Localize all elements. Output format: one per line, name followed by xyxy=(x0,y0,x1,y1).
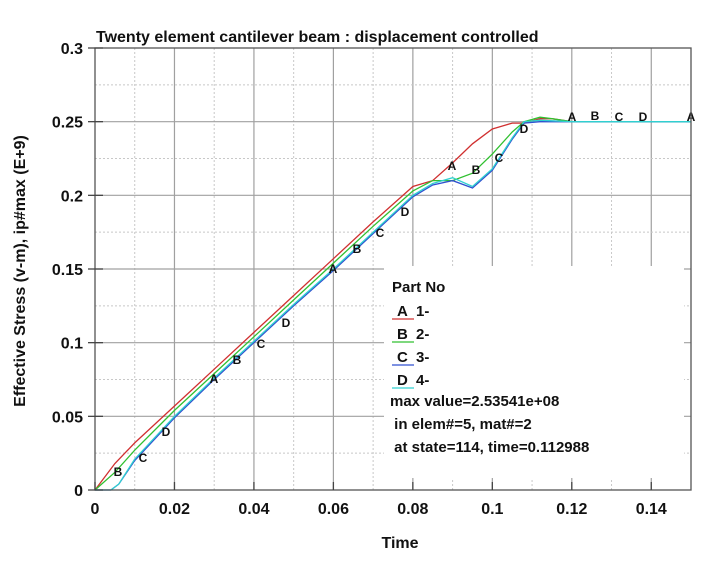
y-tick-label: 0 xyxy=(74,483,83,500)
series-marker-a: A xyxy=(568,110,577,124)
series-marker-b: B xyxy=(591,109,600,123)
series-marker-d: D xyxy=(162,425,171,439)
series-marker-d: D xyxy=(520,122,529,136)
series-marker-d: D xyxy=(282,316,291,330)
series-marker-b: B xyxy=(472,163,481,177)
y-axis-label: Effective Stress (v-m), ip#max (E+9) xyxy=(12,135,29,407)
series-marker-b: B xyxy=(353,242,362,256)
x-tick-label: 0.08 xyxy=(397,501,428,518)
x-tick-label: 0.1 xyxy=(481,501,503,518)
series-marker-c: C xyxy=(257,337,266,351)
legend: Part No A 1- B 2- C 3- D 4- max value=2.53541e+0… xyxy=(390,279,589,456)
legend-note: at state=114, time=0.112988 xyxy=(390,439,589,456)
series-marker-c: C xyxy=(615,110,624,124)
legend-marker: D xyxy=(397,372,408,389)
series-marker-d: D xyxy=(401,205,410,219)
legend-marker: B xyxy=(397,326,408,343)
legend-label: 2- xyxy=(416,326,429,343)
y-tick-label: 0.1 xyxy=(61,336,83,353)
series-marker-d: D xyxy=(639,110,648,124)
legend-marker: C xyxy=(397,349,408,366)
series-marker-c: C xyxy=(495,151,504,165)
series-marker-a: A xyxy=(329,262,338,276)
legend-label: 4- xyxy=(416,372,429,389)
series-marker-b: B xyxy=(114,465,123,479)
legend-title: Part No xyxy=(392,279,445,296)
legend-note: max value=2.53541e+08 xyxy=(390,393,559,410)
x-axis-label: Time xyxy=(381,535,418,552)
y-tick-label: 0.05 xyxy=(52,409,83,426)
series-lines xyxy=(94,116,691,491)
axes: 0 0.02 0.04 0.06 0.08 0.1 0.12 0.14 0 0.05 0.1 0.15… xyxy=(52,41,692,518)
y-tick-label: 0.2 xyxy=(61,188,83,205)
legend-marker: A xyxy=(397,303,408,320)
series-line-4 xyxy=(95,119,691,491)
legend-background xyxy=(384,266,684,478)
x-tick-label: 0.14 xyxy=(636,501,667,518)
series-marker-a: A xyxy=(448,159,457,173)
legend-label: 3- xyxy=(416,349,429,366)
x-tick-label: 0.02 xyxy=(159,501,190,518)
series-marker-c: C xyxy=(139,451,148,465)
series-marker-b: B xyxy=(233,353,242,367)
series-marker-a: A xyxy=(210,372,219,386)
series-line-3 xyxy=(95,121,691,491)
x-tick-label: 0.12 xyxy=(556,501,587,518)
series-marker-c: C xyxy=(376,226,385,240)
x-tick-label: 0.04 xyxy=(238,501,269,518)
x-tick-label: 0 xyxy=(91,501,100,518)
x-tick-label: 0.06 xyxy=(318,501,349,518)
legend-note: in elem#=5, mat#=2 xyxy=(390,416,532,433)
chart-title: Twenty element cantilever beam : displac… xyxy=(96,29,539,46)
y-tick-label: 0.25 xyxy=(52,115,83,132)
y-tick-label: 0.3 xyxy=(61,41,83,58)
y-tick-label: 0.15 xyxy=(52,262,83,279)
legend-label: 1- xyxy=(416,303,429,320)
